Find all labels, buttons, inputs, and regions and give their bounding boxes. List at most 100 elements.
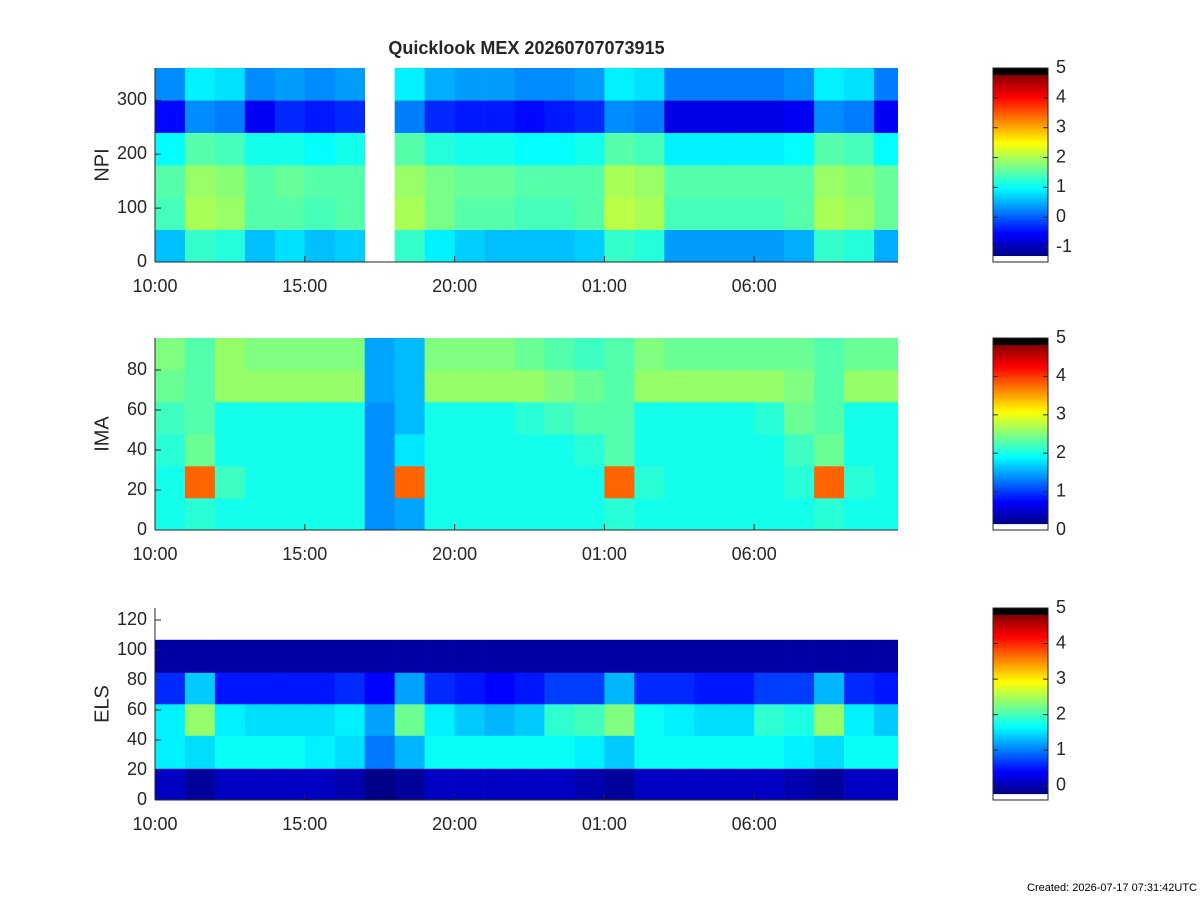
colorbar-step xyxy=(993,219,1048,223)
cell xyxy=(814,165,845,198)
colorbar-step xyxy=(993,518,1048,521)
colorbar-tick-label: 1 xyxy=(1056,739,1066,759)
colorbar-step xyxy=(993,644,1048,647)
cell xyxy=(454,639,485,673)
colorbar-step xyxy=(993,160,1048,163)
cell xyxy=(274,229,306,262)
colorbar-step xyxy=(993,208,1048,211)
colorbar-step xyxy=(993,617,1048,620)
cell xyxy=(514,132,545,166)
cell xyxy=(724,229,755,262)
cell xyxy=(155,498,186,530)
cell xyxy=(604,100,635,133)
colorbar-step xyxy=(993,731,1048,734)
colorbar-step xyxy=(993,772,1048,775)
x-tick-label: 06:00 xyxy=(732,814,777,834)
colorbar-step xyxy=(993,462,1048,465)
y-tick-label: 200 xyxy=(117,143,147,163)
cell xyxy=(334,768,366,800)
cell xyxy=(454,132,485,166)
cell xyxy=(334,100,366,133)
colorbar-step xyxy=(993,619,1048,622)
cell xyxy=(754,498,785,530)
cell xyxy=(664,639,695,673)
colorbar-step xyxy=(993,76,1048,79)
cell xyxy=(634,672,665,705)
cell xyxy=(574,704,605,736)
cell xyxy=(304,466,336,499)
colorbar-step xyxy=(993,258,1048,261)
cell xyxy=(724,735,755,769)
cell xyxy=(754,466,785,499)
colorbar-step xyxy=(993,627,1048,630)
colorbar-step xyxy=(993,780,1048,783)
cell xyxy=(694,100,725,133)
cell xyxy=(784,498,815,530)
cell xyxy=(844,132,875,166)
cell xyxy=(514,68,545,101)
colorbar-step xyxy=(993,526,1048,529)
colorbar-step xyxy=(993,236,1048,239)
cell xyxy=(544,608,575,640)
cell xyxy=(604,704,635,736)
colorbar-step xyxy=(993,625,1048,628)
colorbar-step xyxy=(993,779,1048,782)
cell xyxy=(754,704,785,736)
colorbar-step xyxy=(993,357,1048,360)
cell xyxy=(394,100,425,133)
colorbar-step xyxy=(993,156,1048,160)
colorbar-step xyxy=(993,413,1048,416)
cell xyxy=(214,132,246,166)
cell xyxy=(364,672,395,705)
colorbar-step xyxy=(993,702,1048,705)
cell xyxy=(844,466,875,499)
cell xyxy=(694,434,725,467)
colorbar-step xyxy=(993,437,1048,440)
cell xyxy=(814,229,845,262)
colorbar-step xyxy=(993,406,1048,409)
colorbar-step xyxy=(993,338,1048,341)
colorbar-step xyxy=(993,678,1048,681)
cell xyxy=(184,100,216,133)
cell xyxy=(514,100,545,133)
colorbar-step xyxy=(993,764,1048,767)
colorbar-step xyxy=(993,403,1048,406)
colorbar-step xyxy=(993,223,1048,226)
cell xyxy=(274,434,306,467)
colorbar-tick-label: 5 xyxy=(1056,597,1066,617)
cell xyxy=(514,165,545,198)
cell xyxy=(274,68,306,101)
colorbar-step xyxy=(993,80,1048,84)
cell xyxy=(694,466,725,499)
colorbar-step xyxy=(993,638,1048,641)
colorbar-step xyxy=(993,347,1048,350)
colorbar-step xyxy=(993,169,1048,172)
colorbar-step xyxy=(993,509,1048,512)
cell xyxy=(694,608,725,640)
colorbar-step xyxy=(993,394,1048,397)
colorbar-step xyxy=(993,451,1048,454)
cell xyxy=(244,338,276,371)
colorbar-step xyxy=(993,512,1048,515)
y-tick-label: 300 xyxy=(117,89,147,109)
cell xyxy=(424,768,455,800)
colorbar-step xyxy=(993,782,1048,785)
colorbar-step xyxy=(993,163,1048,166)
colorbar-step xyxy=(993,250,1048,253)
cell xyxy=(424,338,455,371)
colorbar-step xyxy=(993,648,1048,651)
colorbar-step xyxy=(993,785,1048,788)
colorbar-step xyxy=(993,390,1048,393)
colorbar-step xyxy=(993,430,1048,433)
colorbar-step xyxy=(993,640,1048,643)
cell xyxy=(784,165,815,198)
cell xyxy=(814,132,845,166)
x-tick-label: 20:00 xyxy=(432,544,477,564)
colorbar-step xyxy=(993,507,1048,510)
colorbar-tick-label: 2 xyxy=(1056,442,1066,462)
cell xyxy=(424,165,455,198)
colorbar-step xyxy=(993,186,1048,189)
colorbar-step xyxy=(993,239,1048,242)
cell xyxy=(724,466,755,499)
colorbar-step xyxy=(993,696,1048,699)
